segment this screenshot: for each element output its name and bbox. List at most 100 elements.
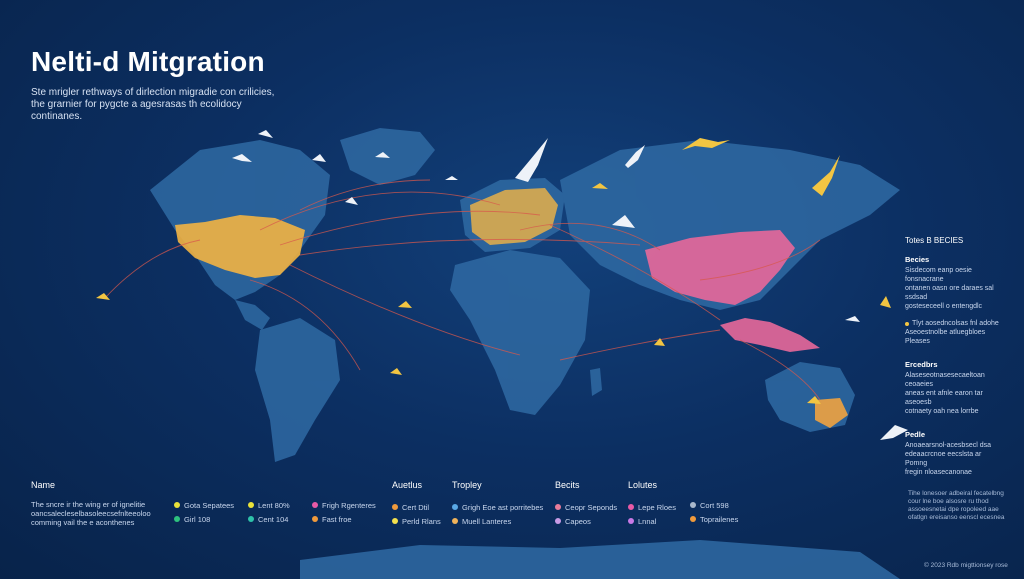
legend-swatch (312, 502, 318, 508)
legend-group: Lent 80% Cent 104 (248, 498, 290, 526)
legend-item: Cent 104 (248, 512, 290, 526)
route-line (279, 210, 541, 246)
legend-group: Becits Ceopr Seponds Capeos (555, 480, 617, 528)
bird-icon (682, 138, 730, 150)
bird-icon (880, 425, 908, 440)
section-text: Sisdecom eanp oesie fonsnacrane (905, 267, 972, 283)
footer-credit: © 2023 Rdb migttionsey rose (924, 562, 1008, 569)
legend-swatch (628, 504, 634, 510)
legend-swatch (628, 518, 634, 524)
section-text: edeaacrcnoe eecslsta ar Pomng (905, 451, 982, 467)
column-heading: Tropley (452, 480, 482, 490)
legend-label: Frigh Rgenteres (322, 500, 376, 510)
legend-label: Ceopr Seponds (565, 502, 618, 512)
legend-label: Lent 80% (258, 500, 290, 510)
panel-item-label: Pleases (905, 338, 930, 345)
legend-item: Grigh Eoe ast porritebes (452, 500, 543, 514)
bird-icon (612, 215, 635, 228)
europe-highlight (470, 188, 558, 245)
legend-label: Cort 598 (700, 500, 729, 510)
legend-label: Girl 108 (184, 514, 211, 524)
column-heading: Auetlus (392, 480, 423, 490)
section-text: ontanen oasn ore daraes sal ssdsad (905, 285, 994, 301)
section-heading: Becies (905, 255, 930, 264)
legend-group: Cort 598 Toprailenes (690, 498, 738, 526)
legend-item: Cort 598 (690, 498, 738, 512)
panel-item: Tlyt aosedncolsas fnl adohe (905, 319, 1005, 328)
bird-icon (96, 293, 110, 300)
section-heading: Pedle (905, 430, 926, 439)
legend-item: Frigh Rgenteres (312, 498, 376, 512)
bird-icon (625, 145, 645, 168)
route-line (519, 222, 661, 251)
legend-label: Gota Sepatees (184, 500, 235, 510)
bird-icon (375, 152, 390, 158)
legend-label: Lepe Rloes (638, 502, 676, 512)
bird-icon (812, 155, 840, 196)
column-heading: Name (31, 480, 56, 490)
panel-section-ercedbrs: Ercedbrs Alaseseotnasesecaeltoan ceoaeie… (905, 360, 1005, 416)
legend-group: Auetlus Cert Dtil Perld Rlans (392, 480, 441, 528)
madagascar-landmass (590, 368, 602, 396)
legend-swatch (174, 502, 180, 508)
legend-item: Capeos (555, 514, 617, 528)
legend-label: Cert Dtil (402, 502, 430, 512)
route-line (259, 191, 501, 231)
bird-icon (345, 197, 358, 205)
section-text: cotnaety oah nea lorrbe (905, 408, 979, 415)
bird-icon (880, 296, 891, 308)
bird-icon (845, 316, 860, 322)
species-panel: Totes B BECIES Becies Sisdecom eanp oesi… (905, 236, 1005, 491)
south-america-landmass (255, 318, 340, 462)
africa-landmass (450, 250, 590, 415)
route-line (699, 239, 821, 281)
legend-swatch (452, 504, 458, 510)
legend-label: Capeos (565, 516, 591, 526)
footer-note: Tihe lonesoer adbeiral fecatelbng cour l… (908, 490, 1005, 521)
legend-group: Tropley Grigh Eoe ast porritebes Muell L… (452, 480, 543, 528)
route-line (549, 224, 721, 321)
legend-item: Lent 80% (248, 498, 290, 512)
bird-icon (398, 301, 412, 308)
bird-icon (515, 138, 548, 182)
bird-icon (654, 338, 665, 346)
legend-swatch (555, 504, 561, 510)
bird-icon (445, 176, 458, 180)
route-line (299, 238, 641, 256)
section-text: aneas ent afnle earon tar aseoesb (905, 390, 983, 406)
legend-item: Lnnal (628, 514, 676, 528)
panel-title: Totes B BECIES (905, 236, 964, 245)
legend-label: Grigh Eoe ast porritebes (462, 502, 544, 512)
legend-item: Girl 108 (174, 512, 234, 526)
legend-item: Fast froe (312, 512, 376, 526)
route-line (289, 264, 521, 356)
section-text: fregin nloasecanonae (905, 469, 972, 476)
bottom-legend: Name The sncre ir the wing er of ignelit… (0, 480, 1024, 579)
legend-item: Muell Lanteres (452, 514, 543, 528)
column-heading: Lolutes (628, 480, 658, 490)
legend-item: Ceopr Seponds (555, 500, 617, 514)
name-column: Name The sncre ir the wing er of ignelit… (31, 480, 161, 527)
bird-icon (807, 396, 821, 404)
panel-section-pedle: Pedle Anoaearsnol-acesbsecl dsa edeaacrc… (905, 430, 1005, 477)
legend-swatch (248, 516, 254, 522)
column-heading: Becits (555, 480, 580, 490)
australia-landmass (765, 362, 855, 432)
legend-label: Muell Lanteres (462, 516, 512, 526)
section-text: Alaseseotnasesecaeltoan ceoaeies (905, 372, 985, 388)
bird-icon (232, 154, 252, 162)
route-line (104, 239, 201, 299)
panel-item-label: Tlyt aosedncolsas fnl adohe (912, 320, 999, 327)
legend-label: Fast froe (322, 514, 352, 524)
route-line (249, 279, 361, 371)
legend-swatch (312, 516, 318, 522)
page-subtitle: Ste mrigler rethways of dirlection migra… (31, 87, 275, 122)
legend-item: Gota Sepatees (174, 498, 234, 512)
legend-swatch (392, 504, 398, 510)
asia-highlight (645, 230, 795, 305)
page-title: Nelti-d Mitgration (31, 46, 265, 77)
legend-group: Lolutes Lepe Rloes Lnnal (628, 480, 676, 528)
bird-icon (390, 368, 402, 375)
legend-swatch (174, 516, 180, 522)
